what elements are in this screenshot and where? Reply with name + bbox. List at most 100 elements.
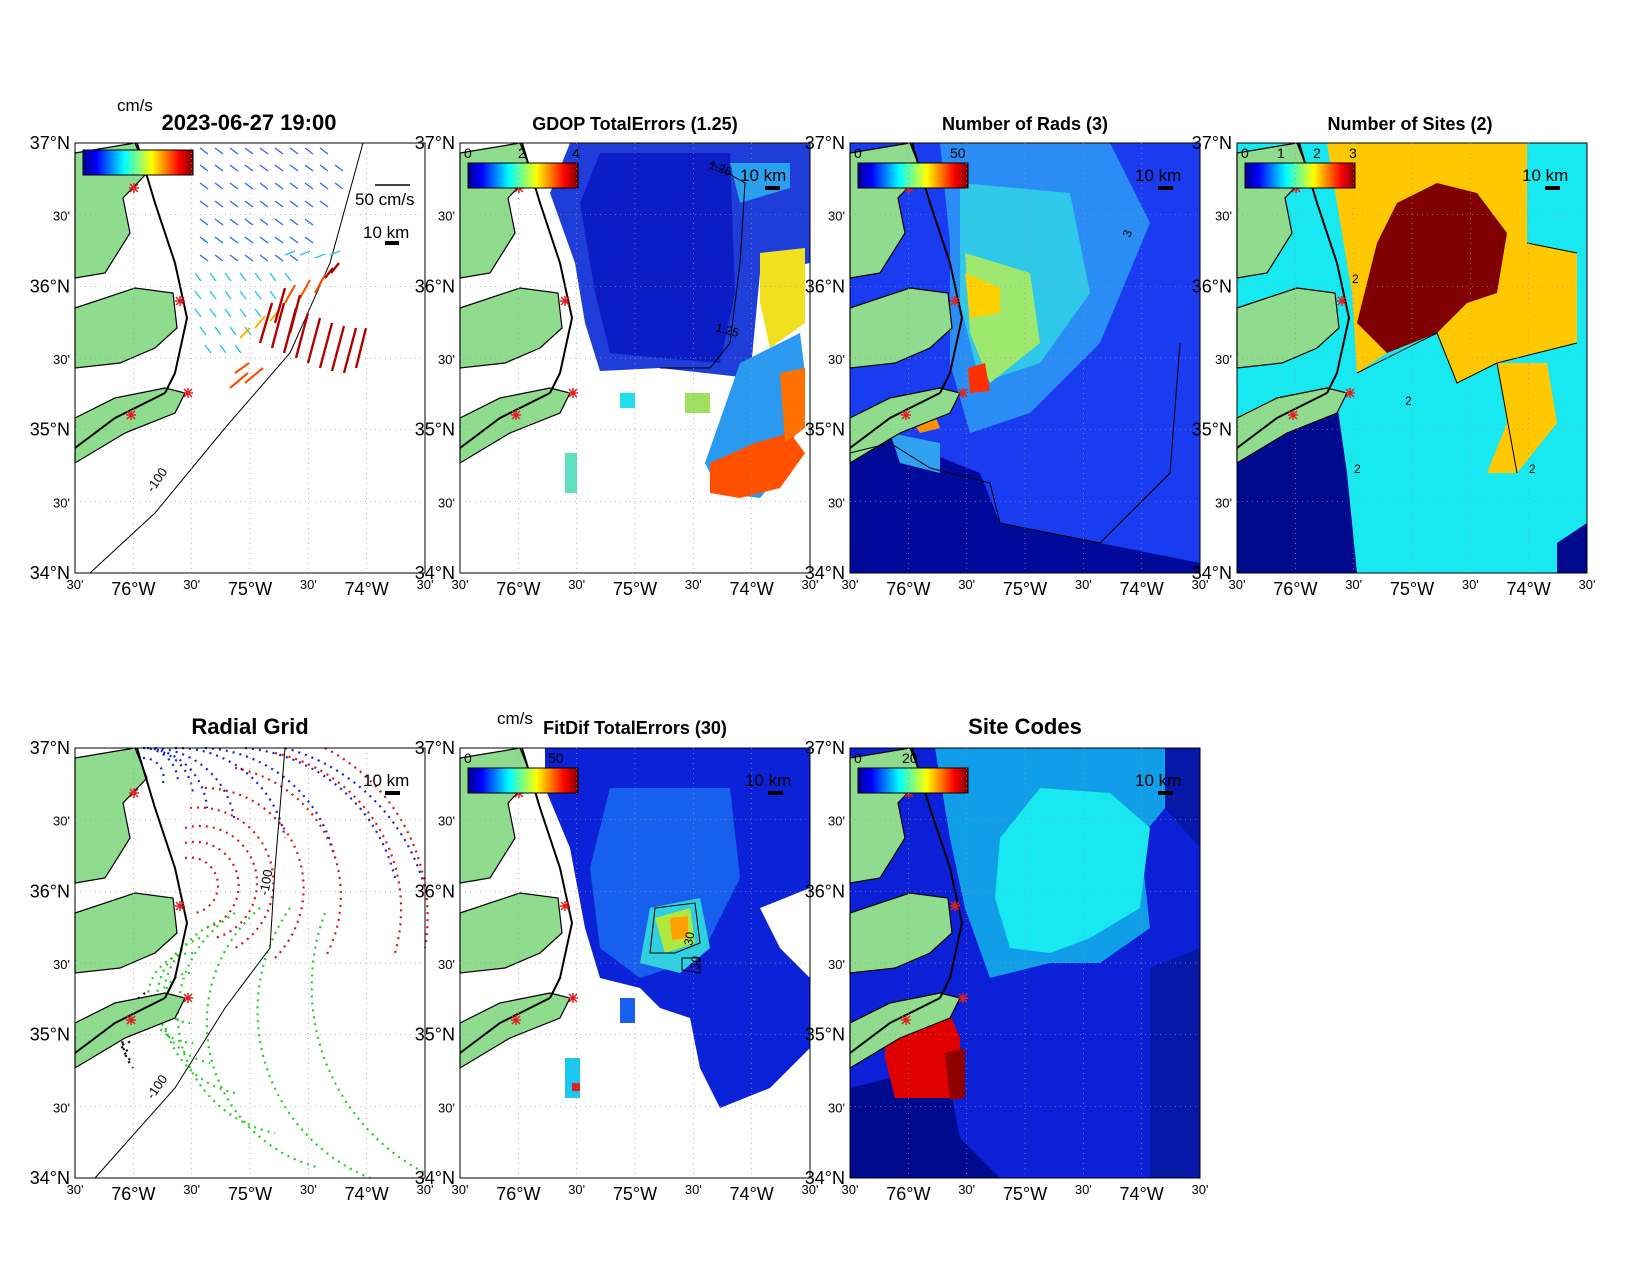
lon-tick-label: 74°W <box>730 579 774 599</box>
contour-label: 2 <box>1352 272 1359 286</box>
lat-tick-label: 30' <box>828 209 845 224</box>
lon-tick-label: 30' <box>842 1182 859 1197</box>
lat-tick-label: 37°N <box>415 133 455 153</box>
panel-title: Site Codes <box>968 714 1082 739</box>
lat-tick-label: 34°N <box>415 1168 455 1188</box>
lat-tick-label: 30' <box>438 814 455 829</box>
map-land <box>849 142 964 465</box>
lon-tick-label: 76°W <box>886 1184 930 1204</box>
site-markers <box>126 183 193 420</box>
colorbar-unit: cm/s <box>117 96 153 115</box>
site-markers <box>126 788 193 1025</box>
lon-tick-label: 75°W <box>1003 579 1047 599</box>
colorbar-tick: 50 <box>548 750 564 766</box>
contour-line <box>1356 242 1578 474</box>
colorbar-tick: 3 <box>1349 145 1357 161</box>
lon-tick-label: 30' <box>1075 1182 1092 1197</box>
lon-tick-label: 76°W <box>886 579 930 599</box>
lon-tick-label: 30' <box>568 577 585 592</box>
lon-tick-label: 30' <box>685 577 702 592</box>
panel-title: FitDif TotalErrors (30) <box>543 718 727 738</box>
map-land <box>74 747 189 1070</box>
colorbar <box>467 162 579 189</box>
scale-bar-label: 10 km <box>1522 166 1568 185</box>
lat-tick-label: 30' <box>828 495 845 510</box>
contour-label: 2 <box>1354 462 1361 476</box>
lat-tick-label: 30' <box>828 957 845 972</box>
heatmap <box>545 748 810 1108</box>
panel-axes: 37°N30'36°N30'35°N30'34°N30' 76°W 30' 75°W 3… <box>805 738 1209 1204</box>
lon-tick-label: 74°W <box>345 579 389 599</box>
lon-tick-label: 74°W <box>730 1184 774 1204</box>
lon-tick-label: 74°W <box>1120 1184 1164 1204</box>
scale-bar-label: 10 km <box>1135 166 1181 185</box>
contour-label: -100 <box>256 868 275 896</box>
lat-tick-label: 30' <box>438 495 455 510</box>
lat-tick-label: 30' <box>1215 495 1232 510</box>
lat-tick-label: 34°N <box>415 563 455 583</box>
lon-tick-label: 30' <box>67 577 84 592</box>
lat-tick-label: 35°N <box>30 420 70 440</box>
panel-axes: 37°N30'36°N30'35°N30'34°N30' 76°W 30' 75°W 3… <box>415 133 819 599</box>
contour-label: 2 <box>1529 462 1536 476</box>
lat-tick-label: 35°N <box>805 420 845 440</box>
lat-tick-label: 30' <box>1215 352 1232 367</box>
map-land <box>74 142 189 465</box>
current-vectors <box>194 147 368 389</box>
colorbar-tick: 2 <box>518 145 526 161</box>
lon-tick-label: 30' <box>183 1182 200 1197</box>
lon-tick-label: 76°W <box>496 579 540 599</box>
lon-tick-label: 75°W <box>1390 579 1434 599</box>
lat-tick-label: 30' <box>828 1100 845 1115</box>
lon-tick-label: 75°W <box>228 579 272 599</box>
lat-tick-label: 35°N <box>1192 420 1232 440</box>
lon-tick-label: 30' <box>452 1182 469 1197</box>
colorbar-tick: 0 <box>464 750 472 766</box>
lat-tick-label: 30' <box>438 209 455 224</box>
lon-tick-label: 75°W <box>613 1184 657 1204</box>
colorbar <box>467 767 579 794</box>
axes-layer: 37°N30'36°N30'35°N30'34°N30' 76°W 30' 75°W 3… <box>30 133 1596 1204</box>
lat-tick-label: 30' <box>1215 209 1232 224</box>
colorbar <box>82 149 194 176</box>
lat-tick-label: 30' <box>438 957 455 972</box>
panel-axes: 37°N30'36°N30'35°N30'34°N30' 76°W 30' 75°W 3… <box>30 738 434 1204</box>
lon-tick-label: 30' <box>417 1182 434 1197</box>
lon-tick-label: 30' <box>958 577 975 592</box>
lat-tick-label: 30' <box>828 352 845 367</box>
lon-tick-label: 30' <box>842 577 859 592</box>
lat-tick-label: 37°N <box>30 133 70 153</box>
panel-radial-grid: -100 -100 10 km <box>74 746 429 1180</box>
contour-label: 2 <box>1405 394 1412 408</box>
lon-tick-label: 30' <box>802 577 819 592</box>
lat-tick-label: 34°N <box>1192 563 1232 583</box>
bathymetry-contour <box>94 747 286 1179</box>
lat-tick-label: 36°N <box>415 881 455 901</box>
lon-tick-label: 30' <box>1192 577 1209 592</box>
colorbar-tick: 1 <box>1277 145 1285 161</box>
colorbar-tick: 2 <box>1313 145 1321 161</box>
lon-tick-label: 30' <box>452 577 469 592</box>
panel-title: GDOP TotalErrors (1.25) <box>532 114 737 134</box>
lat-tick-label: 37°N <box>805 133 845 153</box>
scale-bar-label: 10 km <box>1135 771 1181 790</box>
lat-tick-label: 36°N <box>1192 276 1232 296</box>
panel-title: Radial Grid <box>191 714 308 739</box>
lat-tick-label: 30' <box>53 1100 70 1115</box>
contour-label: 30 <box>681 931 697 947</box>
lat-tick-label: 37°N <box>1192 133 1232 153</box>
lat-tick-label: 35°N <box>415 1025 455 1045</box>
panel-axes: 37°N30'36°N30'35°N30'34°N30' 76°W 30' 75°W 3… <box>805 133 1209 599</box>
lon-tick-label: 30' <box>300 577 317 592</box>
panel-title: 2023-06-27 19:00 <box>162 110 337 135</box>
lon-tick-label: 30' <box>568 1182 585 1197</box>
lon-tick-label: 30' <box>1229 577 1246 592</box>
scale-bar-label: 10 km <box>745 771 791 790</box>
lon-tick-label: 74°W <box>345 1184 389 1204</box>
lon-tick-label: 74°W <box>1120 579 1164 599</box>
lat-tick-label: 30' <box>438 352 455 367</box>
lon-tick-label: 76°W <box>111 579 155 599</box>
lon-tick-label: 30' <box>1579 577 1596 592</box>
panel-axes: 37°N30'36°N30'35°N30'34°N30' 76°W 30' 75°W 3… <box>1192 133 1596 599</box>
